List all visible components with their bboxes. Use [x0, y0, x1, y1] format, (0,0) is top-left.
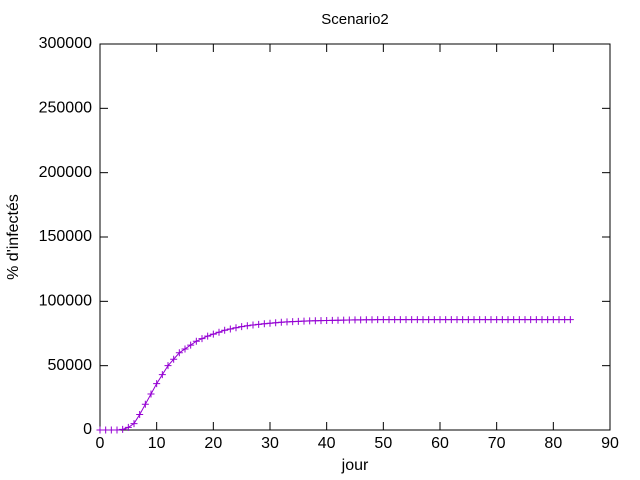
data-point [187, 341, 195, 349]
y-tick-label: 250000 [39, 100, 92, 117]
x-axis-label: jour [341, 457, 369, 474]
data-point [226, 325, 234, 333]
data-point [249, 321, 257, 329]
x-tick-label: 20 [204, 435, 222, 452]
x-tick-label: 90 [601, 435, 619, 452]
data-point [124, 423, 132, 431]
x-tick-label: 50 [374, 435, 392, 452]
data-point [215, 328, 223, 336]
data-line [100, 319, 571, 431]
data-point [204, 332, 212, 340]
data-point [175, 349, 183, 357]
y-tick-label: 300000 [39, 35, 92, 52]
data-point [238, 323, 246, 331]
y-tick-label: 0 [83, 421, 92, 438]
x-tick-label: 30 [261, 435, 279, 452]
data-point [158, 371, 166, 379]
y-tick-label: 50000 [48, 357, 93, 374]
data-point [153, 380, 161, 388]
data-point [136, 411, 144, 419]
data-point [232, 324, 240, 332]
x-tick-label: 40 [318, 435, 336, 452]
data-point [181, 345, 189, 353]
data-point [198, 335, 206, 343]
x-tick-label: 0 [96, 435, 105, 452]
x-tick-label: 60 [431, 435, 449, 452]
data-point [209, 330, 217, 338]
data-point [566, 316, 574, 324]
x-tick-label: 70 [488, 435, 506, 452]
data-point [260, 320, 268, 328]
data-point [119, 425, 127, 433]
data-point [130, 420, 138, 428]
data-point [192, 337, 200, 345]
data-point [141, 400, 149, 408]
data-point [147, 390, 155, 398]
y-axis-label: % d'infectés [5, 194, 22, 280]
data-point [221, 326, 229, 334]
chart-title: Scenario2 [321, 11, 389, 28]
y-tick-label: 150000 [39, 228, 92, 245]
y-tick-label: 100000 [39, 293, 92, 310]
data-point [170, 355, 178, 363]
x-tick-label: 80 [544, 435, 562, 452]
x-tick-label: 10 [148, 435, 166, 452]
data-point [113, 426, 121, 434]
data-point [266, 319, 274, 327]
data-point [243, 322, 251, 330]
plot-border [99, 43, 611, 431]
data-point [255, 320, 263, 328]
y-tick-label: 200000 [39, 164, 92, 181]
data-point [164, 362, 172, 370]
